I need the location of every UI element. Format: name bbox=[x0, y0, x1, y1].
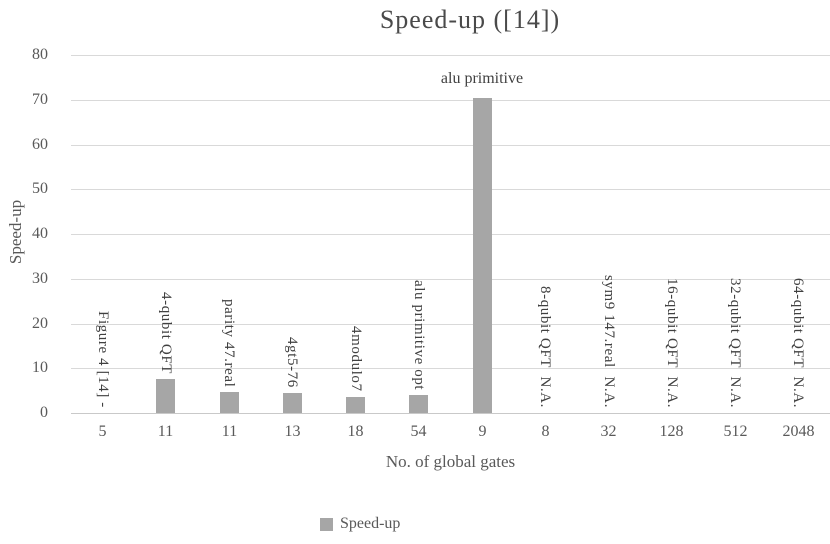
bar-label: 64-qubit QFT N.A. bbox=[790, 277, 806, 408]
gridline bbox=[71, 368, 830, 369]
y-tick-label: 50 bbox=[32, 180, 48, 197]
y-tick-label: 80 bbox=[32, 46, 48, 63]
bar-label: 16-qubit QFT N.A. bbox=[664, 277, 680, 408]
bar bbox=[346, 397, 365, 413]
gridline bbox=[71, 234, 830, 235]
x-tick-label: 8 bbox=[541, 423, 550, 440]
bar-label: 32-qubit QFT N.A. bbox=[727, 277, 743, 408]
y-tick-label: 0 bbox=[40, 404, 48, 421]
y-tick-label: 40 bbox=[32, 225, 48, 242]
bar bbox=[156, 379, 175, 413]
gridline bbox=[71, 55, 830, 56]
chart-title: Speed-up ([14]) bbox=[379, 5, 561, 34]
legend-label: Speed-up bbox=[340, 515, 401, 532]
legend-swatch-icon bbox=[320, 517, 333, 531]
y-tick-label: 20 bbox=[32, 315, 48, 332]
bar-label: parity 47.real bbox=[221, 298, 237, 387]
x-axis-line bbox=[71, 413, 830, 414]
x-tick-label: 128 bbox=[659, 423, 684, 440]
x-tick-label: 32 bbox=[600, 423, 617, 440]
bar-label: 4modulo7 bbox=[348, 326, 364, 392]
bar-label: 8-qubit QFT N.A. bbox=[537, 285, 553, 408]
x-tick-label: 11 bbox=[221, 423, 238, 440]
gridline bbox=[71, 189, 830, 190]
bar-label: sym9 147.real N.A. bbox=[601, 274, 617, 408]
bar-label: alu primitive opt bbox=[411, 279, 427, 390]
legend: Speed-up bbox=[320, 516, 400, 532]
x-tick-label: 512 bbox=[723, 423, 748, 440]
gridline bbox=[71, 145, 830, 146]
bar-label: alu primitive bbox=[440, 70, 524, 87]
bar-label: 4-qubit QFT bbox=[158, 291, 174, 374]
x-tick-label: 54 bbox=[410, 423, 427, 440]
gridline bbox=[71, 100, 830, 101]
y-tick-label: 10 bbox=[32, 359, 48, 376]
bar bbox=[409, 395, 428, 413]
bar bbox=[283, 393, 302, 413]
bar-label: 4gt5-76 bbox=[284, 337, 300, 388]
bar-label: Figure 4 [14] - bbox=[95, 311, 111, 408]
x-tick-label: 18 bbox=[347, 423, 364, 440]
y-tick-label: 30 bbox=[32, 270, 48, 287]
x-axis-title: No. of global gates bbox=[385, 452, 516, 471]
y-tick-label: 60 bbox=[32, 136, 48, 153]
x-tick-label: 2048 bbox=[782, 423, 815, 440]
gridline bbox=[71, 324, 830, 325]
bar bbox=[220, 392, 239, 413]
gridline bbox=[71, 279, 830, 280]
x-tick-label: 13 bbox=[284, 423, 301, 440]
x-tick-label: 5 bbox=[98, 423, 107, 440]
y-tick-label: 70 bbox=[32, 91, 48, 108]
x-tick-label: 11 bbox=[157, 423, 174, 440]
bar bbox=[473, 98, 492, 413]
x-tick-label: 9 bbox=[478, 423, 487, 440]
